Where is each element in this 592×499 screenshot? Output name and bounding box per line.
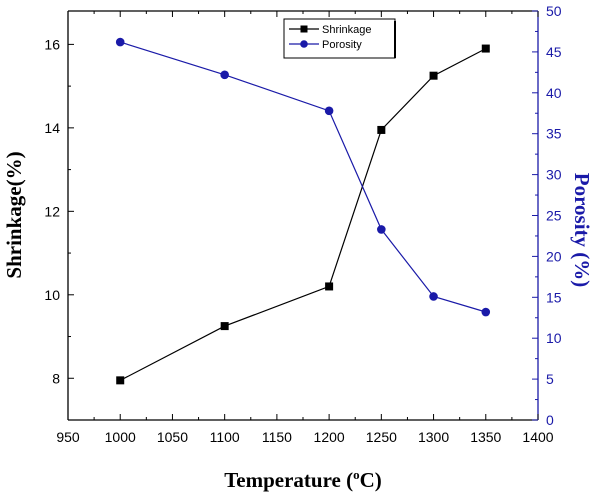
plot-frame [67, 10, 539, 421]
left-y-tick-label: 14 [44, 120, 60, 136]
data-point-shrinkage [377, 125, 386, 134]
x-tick-label: 1000 [105, 429, 136, 445]
data-point-porosity [115, 37, 125, 47]
right-y-tick-label: 10 [546, 330, 562, 346]
right-y-axis-title: Porosity (%) [570, 173, 592, 288]
left-y-axis-title: Shrinkage(%) [2, 151, 26, 278]
data-point-shrinkage [220, 322, 229, 331]
x-tick-label: 1100 [210, 429, 240, 445]
right-y-tick-label: 20 [546, 248, 562, 264]
series-line-porosity [120, 41, 486, 313]
right-y-tick-label: 45 [546, 44, 562, 60]
data-point-shrinkage [325, 282, 334, 291]
right-y-tick-label: 50 [546, 3, 562, 19]
data-point-porosity [481, 307, 491, 317]
data-point-shrinkage [429, 71, 438, 80]
right-y-tick-label: 15 [546, 289, 562, 305]
x-tick-label: 1300 [418, 429, 449, 445]
legend-label-shrinkage: Shrinkage [322, 24, 372, 36]
axis-ticks: 950 1000 1050 1100 1150 1200 1250 1300 1350 14008… [44, 3, 561, 445]
data-point-shrinkage [481, 44, 490, 53]
left-y-tick-label: 8 [52, 370, 60, 386]
x-axis-title: Temperature (oC) [224, 467, 382, 492]
left-y-tick-label: 10 [44, 287, 60, 303]
left-y-tick-label: 16 [44, 36, 60, 52]
data-point-porosity [220, 70, 229, 80]
left-y-tick-label: 12 [44, 203, 60, 219]
data-point-porosity [377, 225, 386, 234]
right-y-tick-label: 5 [546, 371, 554, 387]
right-y-tick-label: 0 [546, 412, 554, 428]
right-y-tick-label: 35 [546, 126, 562, 142]
legend: Shrinkage Porosity [283, 18, 396, 59]
x-tick-label: 1050 [157, 429, 188, 445]
legend-marker-porosity [300, 40, 308, 48]
legend-label-porosity: Porosity [322, 39, 362, 51]
legend-marker-shrinkage [300, 25, 308, 33]
right-y-tick-label: 25 [546, 208, 562, 224]
x-tick-label: 1250 [366, 429, 397, 445]
x-tick-label: 950 [56, 429, 80, 445]
x-tick-label: 1400 [522, 429, 553, 445]
right-y-tick-label: 30 [546, 167, 562, 183]
right-y-tick-label: 40 [546, 85, 562, 101]
x-tick-label: 1150 [262, 429, 292, 445]
x-tick-label: 1200 [314, 429, 345, 445]
series-line-shrinkage [119, 48, 487, 381]
x-tick-label: 1350 [470, 429, 501, 445]
series-lines [115, 37, 491, 385]
data-point-shrinkage [116, 376, 125, 385]
data-point-porosity [324, 106, 334, 116]
data-point-porosity [429, 292, 438, 301]
